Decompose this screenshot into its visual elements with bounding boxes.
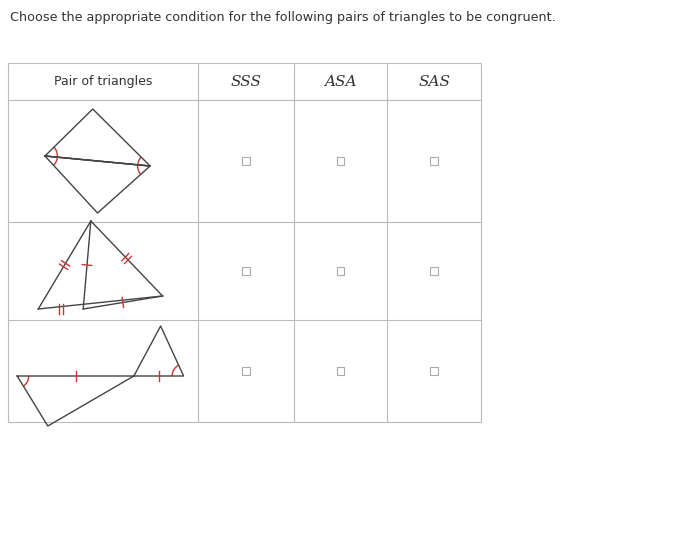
Text: ASA: ASA [324, 75, 357, 89]
Bar [242, 157, 249, 165]
Bar [431, 157, 438, 165]
Text: Pair of triangles: Pair of triangles [53, 76, 152, 88]
Text: Choose the appropriate condition for the following pairs of triangles to be cong: Choose the appropriate condition for the… [9, 12, 555, 24]
Bar [337, 157, 344, 165]
Text: SSS: SSS [231, 75, 261, 89]
Bar [431, 367, 438, 375]
Bar [242, 367, 249, 375]
Bar [431, 267, 438, 275]
Bar [337, 367, 344, 375]
Bar [242, 267, 249, 275]
Text: SAS: SAS [418, 75, 450, 89]
Bar [337, 267, 344, 275]
